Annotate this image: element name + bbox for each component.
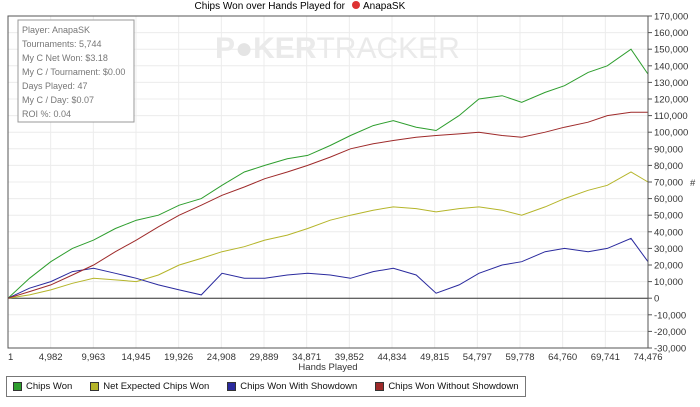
y-tick-label: 100,000 — [654, 128, 688, 139]
y-tick-label: 120,000 — [654, 95, 688, 106]
stat-days-played: Days Played: 47 — [22, 81, 88, 91]
series-line-chips-won — [7, 48, 649, 299]
chart-player-name: AnapaSK — [363, 1, 406, 12]
x-tick-label: 1 — [8, 352, 13, 363]
y-axis-label: # — [690, 178, 696, 189]
stat-net-won: My C Net Won: $3.18 — [22, 53, 108, 63]
x-tick-label: 39,852 — [335, 352, 364, 363]
series-layer — [7, 48, 649, 299]
x-tick-label: 4,982 — [39, 352, 63, 363]
y-tick-label: 110,000 — [654, 111, 688, 122]
y-tick-label: 60,000 — [654, 194, 683, 205]
watermark-logo: P●KERTRACKER — [215, 32, 460, 65]
x-tick-label: 54,797 — [463, 352, 492, 363]
legend-label: Net Expected Chips Won — [103, 381, 210, 392]
legend-item[interactable]: Chips Won With Showdown — [227, 381, 357, 392]
y-tick-label: 150,000 — [654, 45, 688, 56]
x-tick-label: 29,889 — [249, 352, 278, 363]
stat-per-day: My C / Day: $0.07 — [22, 95, 94, 105]
legend-item[interactable]: Chips Won — [13, 381, 72, 392]
y-tick-label: 70,000 — [654, 178, 683, 189]
y-tick-label: 140,000 — [654, 61, 688, 72]
x-tick-label: 59,778 — [505, 352, 534, 363]
x-tick-label: 9,963 — [81, 352, 105, 363]
player-icon — [352, 1, 360, 9]
x-tick-label: 14,945 — [121, 352, 150, 363]
y-tick-label: 80,000 — [654, 161, 683, 172]
legend-label: Chips Won Without Showdown — [388, 381, 519, 392]
axes: 1 4,982 9,963 14,945 19,926 24,908 29,889 34,87… — [8, 12, 688, 364]
y-tick-label: 10,000 — [654, 277, 683, 288]
y-tick-label: 160,000 — [654, 28, 688, 39]
y-tick-label: 30,000 — [654, 244, 683, 255]
series-line-chips-won-with-showdown — [7, 237, 649, 299]
y-tick-label: 50,000 — [654, 211, 683, 222]
legend-swatch — [227, 382, 237, 391]
legend: Chips Won Net Expected Chips Won Chips Won… — [6, 376, 526, 397]
x-tick-label: 19,926 — [164, 352, 193, 363]
series-line-chips-won-without-showdown — [7, 111, 648, 299]
stat-tournaments: Tournaments: 5,744 — [22, 39, 102, 49]
y-tick-label: 170,000 — [654, 12, 688, 23]
stats-box: Player: AnapaSK Tournaments: 5,744 My C … — [17, 19, 135, 123]
y-tick-label: 20,000 — [654, 261, 683, 272]
stat-roi: ROI %: 0.04 — [22, 109, 71, 119]
legend-item[interactable]: Chips Won Without Showdown — [375, 381, 519, 392]
x-tick-label: 49,815 — [420, 352, 449, 363]
y-tick-label: -30,000 — [654, 344, 686, 355]
legend-item[interactable]: Net Expected Chips Won — [90, 381, 209, 392]
legend-label: Chips Won With Showdown — [240, 381, 358, 392]
legend-swatch — [375, 382, 385, 391]
chart-title: Chips Won over Hands Played for — [195, 1, 346, 12]
x-axis-label: Hands Played — [298, 362, 357, 373]
y-tick-label: -20,000 — [654, 327, 686, 338]
y-tick-label: 90,000 — [654, 144, 683, 155]
x-tick-label: 34,871 — [292, 352, 321, 363]
legend-label: Chips Won — [26, 381, 73, 392]
legend-swatch — [13, 382, 22, 391]
x-tick-label: 24,908 — [207, 352, 236, 363]
y-tick-label: 0 — [654, 294, 659, 305]
y-tick-label: 130,000 — [654, 78, 688, 89]
legend-swatch — [90, 382, 100, 391]
x-tick-label: 69,741 — [591, 352, 620, 363]
x-tick-label: 74,476 — [633, 352, 662, 363]
x-tick-label: 64,760 — [548, 352, 577, 363]
stat-player: Player: AnapaSK — [22, 25, 90, 35]
grid — [7, 15, 649, 349]
series-line-net-expected-chips-won — [7, 171, 649, 299]
y-tick-label: 40,000 — [654, 227, 683, 238]
stat-per-tournament: My C / Tournament: $0.00 — [22, 67, 125, 77]
y-tick-label: -10,000 — [654, 310, 686, 321]
x-tick-label: 44,834 — [377, 352, 406, 363]
